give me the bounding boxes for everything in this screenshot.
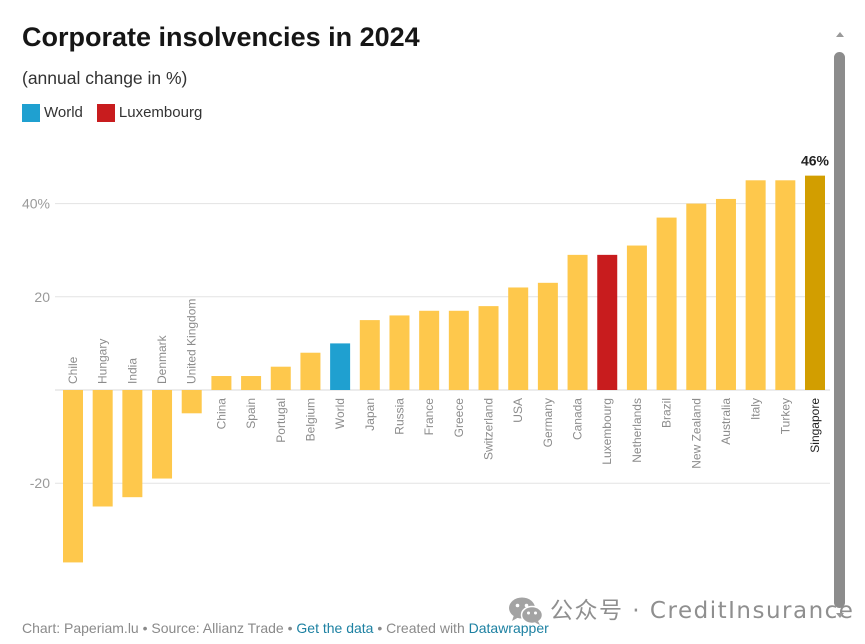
category-label-india: India	[125, 358, 139, 384]
bar-usa	[508, 287, 529, 390]
scrollbar[interactable]	[832, 26, 848, 622]
value-label: 46%	[801, 153, 830, 169]
scroll-down-arrow-icon[interactable]	[836, 613, 844, 618]
bar-china	[211, 376, 232, 390]
category-label-luxembourg: Luxembourg	[600, 398, 614, 465]
scroll-up-arrow-icon[interactable]	[836, 32, 844, 37]
y-tick-label: 40%	[22, 196, 50, 212]
category-label-brazil: Brazil	[660, 398, 674, 428]
bar-netherlands	[626, 245, 647, 390]
bar-luxembourg	[597, 254, 618, 390]
scrollbar-thumb[interactable]	[834, 52, 845, 608]
legend-label-world: World	[44, 104, 83, 121]
legend-label-luxembourg: Luxembourg	[118, 104, 203, 121]
category-label-greece: Greece	[452, 398, 466, 438]
bar-greece	[448, 310, 469, 390]
bar-italy	[745, 180, 766, 390]
chart-title: Corporate insolvencies in 2024	[22, 22, 420, 52]
created-with-text: Created with	[386, 620, 465, 636]
category-label-germany: Germany	[541, 398, 555, 447]
bar-india	[122, 390, 143, 498]
footer-separator: •	[142, 620, 148, 636]
category-label-denmark: Denmark	[155, 334, 169, 384]
category-label-portugal: Portugal	[274, 398, 288, 443]
bar-singapore	[805, 175, 825, 390]
bar-new-zealand	[686, 203, 707, 390]
bar-turkey	[775, 180, 796, 390]
bar-canada	[567, 254, 588, 390]
footer-separator: •	[377, 620, 383, 636]
category-label-australia: Australia	[719, 398, 733, 445]
bar-denmark	[152, 390, 173, 479]
bar-germany	[537, 282, 558, 390]
chart-credit: Chart: Paperiam.lu	[22, 620, 139, 636]
legend-swatch-luxembourg	[96, 104, 115, 122]
category-label-russia: Russia	[392, 398, 406, 435]
category-label-world: World	[333, 398, 347, 429]
bar-united-kingdom	[181, 390, 202, 414]
bar-brazil	[656, 217, 677, 390]
watermark: 公众号 · CreditInsurance	[508, 596, 854, 626]
bar-belgium	[300, 352, 321, 390]
bar-chile	[63, 390, 83, 563]
footer-separator: •	[287, 620, 293, 636]
category-label-switzerland: Switzerland	[482, 398, 496, 460]
bar-world	[330, 343, 351, 390]
watermark-text: 公众号 · CreditInsurance	[550, 598, 855, 624]
footer: Chart: Paperiam.lu • Source: Allianz Tra…	[22, 620, 549, 636]
category-label-turkey: Turkey	[778, 398, 792, 434]
category-label-china: China	[214, 398, 228, 430]
datawrapper-link[interactable]: Datawrapper	[468, 620, 549, 636]
legend: World Luxembourg	[22, 104, 216, 122]
category-label-singapore: Singapore	[808, 398, 822, 453]
category-label-canada: Canada	[571, 398, 585, 440]
source-credit: Source: Allianz Trade	[151, 620, 284, 636]
bar-australia	[715, 198, 736, 390]
bar-russia	[389, 315, 410, 390]
category-label-belgium: Belgium	[303, 398, 317, 441]
category-label-usa: USA	[511, 398, 525, 423]
y-tick-label: -20	[30, 475, 50, 491]
bar-switzerland	[478, 306, 499, 390]
bar-spain	[241, 376, 262, 390]
category-label-hungary: Hungary	[96, 339, 110, 384]
category-label-new-zealand: New Zealand	[689, 398, 703, 469]
category-label-spain: Spain	[244, 398, 258, 429]
category-label-japan: Japan	[363, 398, 377, 431]
bar-chart: 40% 20 -20 Chile Hungary India Denmark United K…	[22, 153, 830, 563]
legend-item-luxembourg: Luxembourg	[96, 104, 203, 122]
bar-hungary	[92, 390, 113, 507]
legend-item-world: World	[22, 104, 83, 122]
category-label-france: France	[422, 398, 436, 436]
bar-portugal	[270, 366, 291, 390]
legend-swatch-world	[22, 104, 40, 122]
bar-france	[419, 310, 440, 390]
chart-subtitle: (annual change in %)	[22, 68, 188, 88]
category-label-united-kingdom: United Kingdom	[185, 299, 199, 384]
wechat-icon	[508, 596, 544, 626]
category-label-chile: Chile	[66, 356, 80, 384]
get-the-data-link[interactable]: Get the data	[296, 620, 374, 636]
category-label-italy: Italy	[749, 398, 763, 420]
bar-japan	[359, 320, 380, 390]
y-tick-label: 20	[34, 289, 50, 305]
category-label-netherlands: Netherlands	[630, 398, 644, 463]
